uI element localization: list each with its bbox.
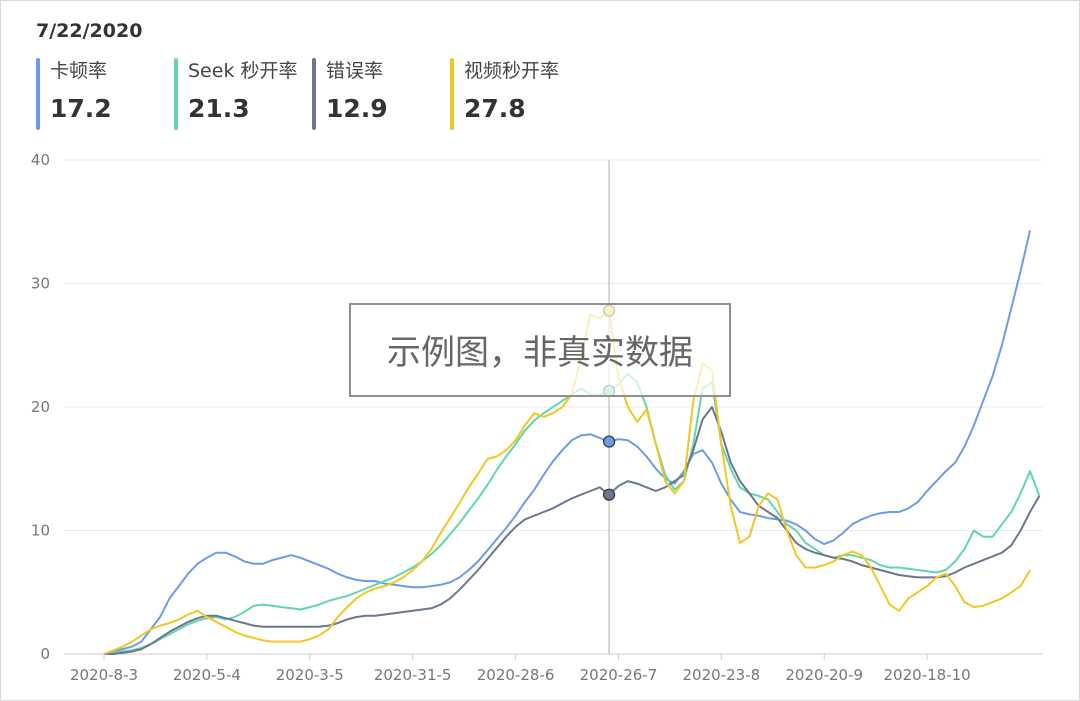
legend-item-seek-open-rate[interactable]: Seek 秒开率 21.3	[174, 58, 297, 130]
grid-lines	[64, 159, 1043, 655]
x-tick-label: 2020-8-3	[70, 666, 138, 684]
watermark-text: 示例图，非真实数据	[387, 333, 693, 373]
series-line	[104, 406, 1041, 655]
y-axis: 0 10 20 30 40	[31, 151, 50, 663]
x-tick-label: 2020-28-6	[477, 666, 555, 684]
x-tick-label: 2020-3-5	[276, 666, 344, 684]
y-tick-label: 30	[31, 275, 50, 293]
y-tick-label: 20	[31, 398, 50, 416]
y-tick-label: 10	[31, 522, 50, 540]
x-axis: 2020-8-3 2020-5-4 2020-3-5 2020-31-5 2020-28…	[70, 654, 971, 684]
watermark-box	[349, 303, 731, 397]
legend-value: 27.8	[464, 94, 526, 123]
legend-color-bar	[36, 58, 40, 130]
legend-item-video-open-rate[interactable]: 视频秒开率 27.8	[450, 58, 559, 130]
series-line	[103, 372, 1041, 655]
series-lines	[103, 230, 1041, 655]
legend-label: 错误率	[326, 60, 384, 82]
series-line	[103, 309, 1031, 655]
legend-value: 12.9	[326, 94, 388, 123]
legend-label: 卡顿率	[50, 60, 108, 82]
x-tick-label: 2020-23-8	[683, 666, 761, 684]
y-tick-label: 40	[31, 151, 50, 169]
x-tick-label: 2020-20-9	[785, 666, 863, 684]
legend-color-bar	[450, 58, 454, 130]
legend-label: 视频秒开率	[464, 60, 560, 82]
legend-color-bar	[312, 58, 316, 130]
legend-label: Seek 秒开率	[188, 60, 298, 82]
x-tick-label: 2020-18-10	[884, 666, 971, 684]
watermark: 示例图，非真实数据	[349, 303, 731, 397]
x-tick-label: 2020-5-4	[173, 666, 241, 684]
y-tick-label: 0	[40, 645, 50, 663]
legend-item-stutter-rate[interactable]: 卡顿率 17.2	[36, 58, 112, 130]
x-tick-label: 2020-26-7	[580, 666, 658, 684]
legend-color-bar	[174, 58, 178, 130]
legend-value: 17.2	[50, 94, 112, 123]
tooltip-date: 7/22/2020	[36, 20, 143, 42]
hover-marker	[602, 435, 616, 448]
x-tick-label: 2020-31-5	[374, 666, 452, 684]
hover-marker	[602, 488, 616, 501]
series-line	[103, 230, 1031, 655]
legend-item-error-rate[interactable]: 错误率 12.9	[312, 58, 388, 130]
legend-value: 21.3	[188, 94, 250, 123]
